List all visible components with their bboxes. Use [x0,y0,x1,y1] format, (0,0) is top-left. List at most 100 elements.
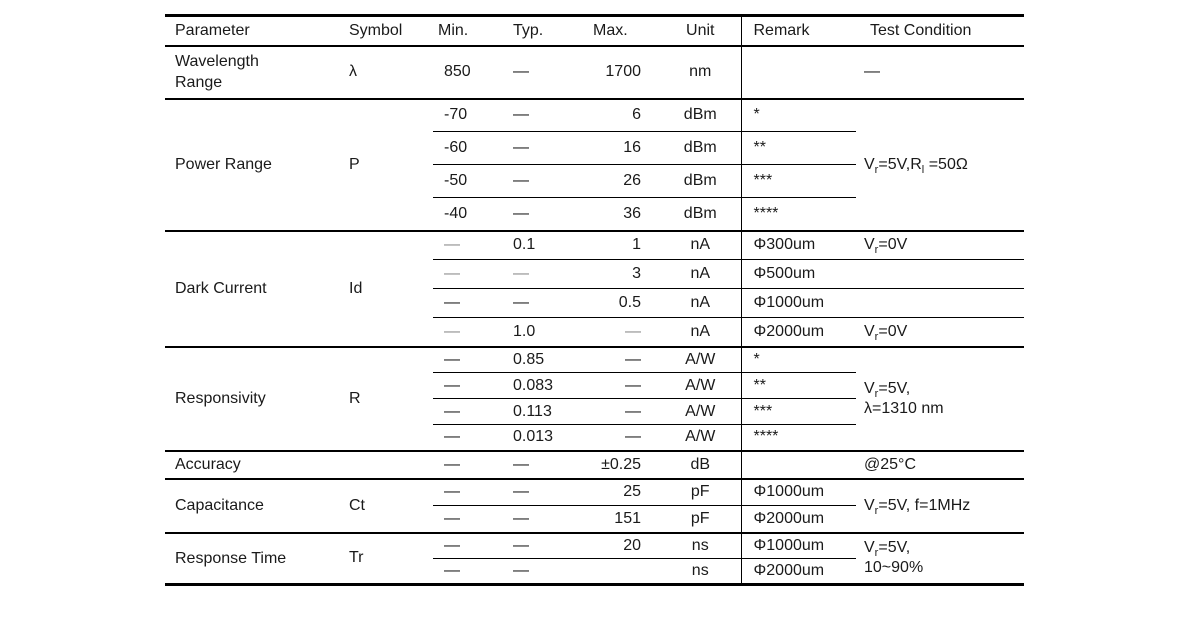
test-condition-cell: @25°C [856,450,1024,480]
table-row-responsivity: Responsivity R —0.85— A/W * Vr=5V, λ=1310 nm [165,346,1024,452]
table-row-response-time: Response Time Tr — —20 ns Φ1000um Vr=5V, 10~90% [165,532,1024,576]
max-cell: — [580,424,660,452]
max-cell: — [580,346,660,373]
parameter-cell: Wavelength Range [165,45,340,100]
unit-cell: A/W [660,372,741,399]
unit-cell: nA [660,317,741,348]
min-cell: — [433,259,505,289]
typ-cell: 0.1 [505,230,580,260]
unit-cell: nA [660,288,741,318]
test-condition-cell: — [856,45,1024,100]
remark-cell: *** [740,164,856,198]
unit-cell: dBm [660,197,741,232]
col-header-typ-: Typ. [505,15,580,47]
test-condition-cell: Vr=0V [856,317,1024,348]
max-cell: 3 [580,259,660,289]
max-cell: ±0.25 [580,450,660,480]
col-header-remark: Remark [740,15,856,47]
typ-cell: — [513,562,529,579]
remark-cell: Φ500um [740,259,856,289]
remark-cell: * [740,98,856,132]
test-condition-cell [856,288,1024,318]
parameter-cell: Accuracy [165,450,340,480]
test-condition-cell [856,259,1024,289]
max-cell: — [580,317,660,348]
typ-cell: 1.0 [505,317,580,348]
remark-cell: **** [740,424,856,452]
table-row-power-range: Power Range P -70—6 dBm * Vr=5V,Rl =50Ω [165,98,1024,232]
col-header-parameter: Parameter [165,15,340,47]
table-row-response-time: — — ns Φ2000um [165,558,1024,585]
col-header-max-: Max. [580,15,660,47]
header-row: Parameter Symbol Min. Typ. Max. Unit Remark Tes… [165,15,1024,47]
spec-table-body: Wavelength Range λ 850—1700 nm — Power Range P -… [165,45,1024,585]
unit-cell: dBm [660,131,741,165]
remark-cell: Φ2000um [740,505,856,534]
unit-cell: pF [660,505,741,534]
remark-cell: * [740,346,856,373]
remark-cell: **** [740,197,856,232]
remark-cell: ** [740,372,856,399]
min-cell: -60 [433,131,505,165]
symbol-cell: R [340,346,433,452]
symbol-cell: λ [340,45,433,100]
min-cell: — [433,398,505,425]
typ-cell: — [505,197,580,232]
min-cell: — [433,450,505,480]
unit-cell: nm [660,45,741,100]
table-row-power-range: -50—26 dBm *** [165,164,1024,198]
typ-cell: — [505,450,580,480]
typ-cell: — [505,164,580,198]
min-cell: — [433,346,505,373]
max-cell: 6 [580,98,660,132]
min-cell: — [444,562,460,579]
col-header-min-: Min. [433,15,505,47]
test-condition-cell: Vr=5V, λ=1310 nm [856,346,1024,452]
unit-cell: ns [660,532,741,559]
typ-cell: — [505,131,580,165]
table-row-dark-current: — —3 nA Φ500um [165,259,1024,289]
table-row-responsivity: —0.113— A/W *** [165,398,1024,425]
max-cell: 0.5 [580,288,660,318]
test-condition-cell: Vr=5V,Rl =50Ω [856,98,1024,232]
table-row-capacitance: Capacitance Ct — —25 pF Φ1000um Vr=5V, f=1MHz [165,478,1024,534]
table-row-dark-current: Dark Current Id —0.1 1 nA Φ300um Vr=0V [165,230,1024,348]
remark-cell: Φ300um [740,230,856,260]
test-condition-cell: Vr=0V [856,230,1024,260]
col-header-symbol: Symbol [340,15,433,47]
min-cell: — [433,505,505,534]
max-cell: 151 [580,505,660,534]
spec-table: Parameter Symbol Min. Typ. Max. Unit Remark Tes… [165,14,1024,586]
table-row-dark-current: —1.0— nA Φ2000um Vr=0V [165,317,1024,348]
max-cell: 16 [580,131,660,165]
table-row-power-range: -40—36 dBm **** [165,197,1024,232]
typ-cell: 0.013 [505,424,580,452]
table-row-responsivity: —0.013— A/W **** [165,424,1024,452]
table-row-capacitance: — —151 pF Φ2000um [165,505,1024,534]
remark-cell: *** [740,398,856,425]
remark-cell: Φ1000um [740,532,856,559]
remark-cell [740,45,856,100]
remark-cell: Φ2000um [740,317,856,348]
max-cell [580,559,660,585]
min-cell: — [433,317,505,348]
remark-cell: Φ1000um [740,478,856,506]
unit-cell: A/W [660,346,741,373]
max-cell: 26 [580,164,660,198]
min-cell: -40 [433,197,505,232]
typ-cell: — [505,98,580,132]
max-cell: 1 [580,230,660,260]
table-row-wavelength-range: Wavelength Range λ 850—1700 nm — [165,45,1024,100]
symbol-cell: Tr [349,549,364,567]
min-cell: 850 [433,45,505,100]
spec-table-header: Parameter Symbol Min. Typ. Max. Unit Remark Tes… [165,15,1024,47]
min-cell: — [433,288,505,318]
symbol-cell: Id [340,230,433,348]
test-condition-cell: Vr=5V, 10~90% [864,539,924,577]
remark-cell: Φ1000um [740,288,856,318]
typ-cell: — [505,259,580,289]
typ-cell: 0.113 [505,398,580,425]
parameter-cell: Response Time [175,549,287,567]
unit-cell: nA [660,230,741,260]
min-cell: -70 [433,98,505,132]
